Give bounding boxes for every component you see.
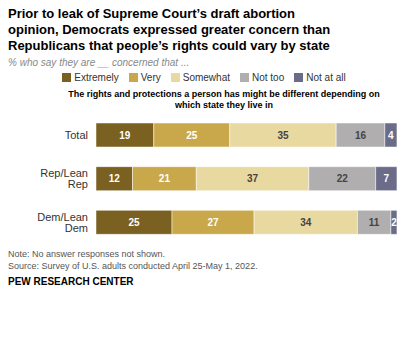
html-text:Somewhat: Somewhat <box>182 72 230 83</box>
svg-text:Dem/LeanDem: Dem/LeanDem <box>37 211 88 234</box>
svg-text:35: 35 <box>277 130 289 141</box>
html-text:opinion, Democrats expressed g: opinion, Democrats expressed greater con… <box>8 22 331 37</box>
svg-text:12: 12 <box>109 173 121 184</box>
html-text:PEW RESEARCH CENTER: PEW RESEARCH CENTER <box>8 276 134 287</box>
html-text:Very: Very <box>140 72 161 83</box>
svg-text:4: 4 <box>388 130 394 141</box>
svg-text:27: 27 <box>207 217 219 228</box>
svg-text:37: 37 <box>247 173 259 184</box>
html-text:The rights and protections a p: The rights and protections a person has … <box>68 89 380 99</box>
html-text:Extremely: Extremely <box>74 72 119 83</box>
svg-text:22: 22 <box>337 173 349 184</box>
svg-text:Total: Total <box>65 129 88 141</box>
svg-text:2: 2 <box>391 217 397 228</box>
svg-text:7: 7 <box>384 173 390 184</box>
html-text:Not too: Not too <box>252 72 285 83</box>
svg-text:21: 21 <box>159 173 171 184</box>
html-text:Note: No answer responses not: Note: No answer responses not shown. <box>8 249 166 259</box>
svg-text:34: 34 <box>300 217 312 228</box>
html-text:Not at all: Not at all <box>306 72 346 83</box>
svg-text:19: 19 <box>119 130 131 141</box>
svg-text:25: 25 <box>186 130 198 141</box>
html-text:which state they live in: which state they live in <box>175 100 273 110</box>
svg-text:25: 25 <box>128 217 140 228</box>
svg-text:16: 16 <box>355 130 367 141</box>
html-text:Source: Survey of U.S. adults: Source: Survey of U.S. adults conducted … <box>8 261 258 271</box>
html-text:Republicans that people’s righ: Republicans that people’s rights could v… <box>8 38 330 53</box>
svg-text:11: 11 <box>369 217 380 228</box>
svg-text:Rep/LeanRep: Rep/LeanRep <box>40 167 88 190</box>
html-text:% who say they are __ concerne: % who say they are __ concerned that ... <box>8 57 190 68</box>
html-text:Prior to leak of Supreme Court: Prior to leak of Supreme Court’s draft a… <box>8 6 295 21</box>
